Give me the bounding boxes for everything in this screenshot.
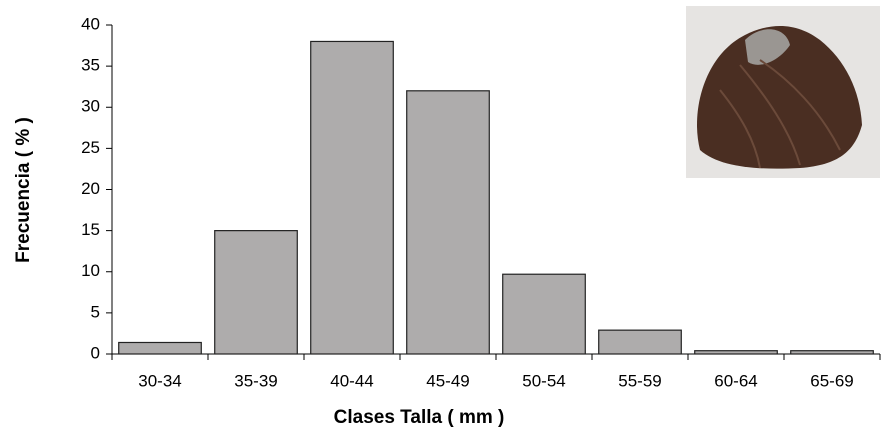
x-tick-label: 35-39 — [234, 371, 277, 390]
x-tick-label: 40-44 — [330, 371, 373, 390]
x-tick-label: 55-59 — [618, 371, 661, 390]
y-tick-label: 0 — [91, 343, 100, 362]
y-tick-label: 40 — [81, 14, 100, 33]
y-tick-label: 10 — [81, 261, 100, 280]
x-tick-label: 30-34 — [138, 371, 181, 390]
bar — [694, 350, 778, 355]
y-axis-title: Frecuencia ( % ) — [13, 117, 34, 263]
x-tick-label: 60-64 — [714, 371, 757, 390]
y-tick-label: 25 — [81, 138, 100, 157]
y-tick-label: 30 — [81, 97, 100, 116]
x-tick-label: 50-54 — [522, 371, 565, 390]
x-tick-label: 65-69 — [810, 371, 853, 390]
y-tick-label: 15 — [81, 220, 100, 239]
y-tick-label: 5 — [91, 302, 100, 321]
bar — [118, 341, 202, 355]
bar — [502, 273, 586, 355]
x-tick-label: 45-49 — [426, 371, 469, 390]
bar — [406, 90, 490, 355]
y-tick-label: 20 — [81, 179, 100, 198]
bar — [598, 329, 682, 355]
y-tick-label: 35 — [81, 56, 100, 75]
bar — [310, 40, 394, 355]
shell-photo — [686, 6, 880, 178]
bar — [214, 230, 298, 355]
x-axis-title: Clases Talla ( mm ) — [334, 407, 505, 428]
bar — [790, 350, 874, 355]
